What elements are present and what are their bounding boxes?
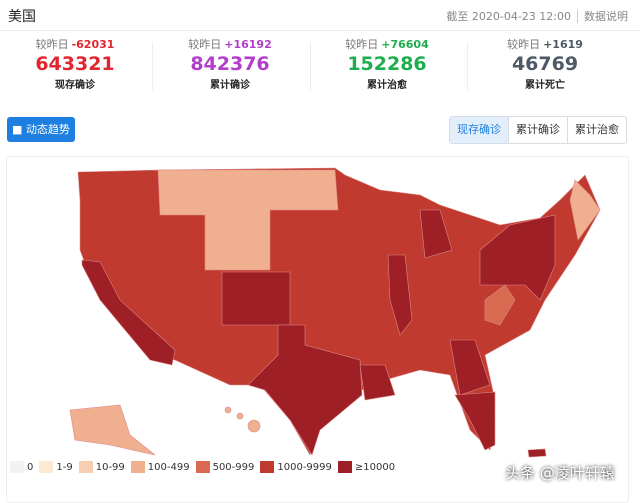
legend-swatch: [39, 461, 54, 473]
region: [527, 448, 547, 458]
tab[interactable]: 现存确诊: [450, 117, 508, 143]
title: 美国: [8, 9, 36, 25]
region: [69, 404, 156, 456]
compare-label: 较昨日: [35, 38, 69, 51]
legend-swatch: [195, 461, 210, 473]
region: [484, 284, 516, 326]
legend-item: 10-99: [78, 461, 125, 473]
tab[interactable]: 累计治愈: [567, 117, 626, 143]
region: [569, 179, 601, 241]
region: [157, 169, 339, 271]
button-label: 动态趋势: [25, 123, 70, 136]
compare: 较昨日 +16192: [155, 36, 305, 52]
divider: [467, 42, 468, 90]
timestamp-bar: 截至 2020-04-23 12:00 数据说明: [446, 8, 628, 24]
legend-label: 100-499: [147, 461, 190, 473]
watermark: 头条 @凌叶轩辕: [505, 464, 615, 482]
trend-button[interactable]: ■ 动态趋势: [7, 117, 75, 142]
region: [224, 406, 232, 414]
region: [479, 214, 556, 301]
compare: 较昨日 +76604: [312, 36, 462, 52]
value: 152286: [347, 53, 427, 75]
compare-label: 较昨日: [188, 38, 222, 51]
legend-item: 100-499: [130, 461, 190, 473]
delta: +16192: [224, 38, 272, 51]
divider: [152, 42, 153, 90]
value: 842376: [190, 53, 270, 75]
region: [81, 259, 176, 366]
delta: +1619: [543, 38, 583, 51]
compare: 较昨日 -62031: [0, 36, 150, 52]
legend-label: 10-99: [95, 461, 125, 473]
legend-item: 1000-9999: [260, 461, 332, 473]
legend-item: 1-9: [39, 461, 73, 473]
legend-swatch: [10, 461, 24, 473]
legend-label: 500-999: [212, 461, 255, 473]
legend-label: ≥10000: [354, 461, 396, 473]
divider: [0, 30, 640, 31]
legend-item: 500-999: [195, 461, 255, 473]
region: [419, 209, 453, 259]
compare-label: 较昨日: [507, 38, 541, 51]
stat-name: 累计治愈: [367, 80, 407, 91]
legend-label: 1000-9999: [277, 461, 332, 473]
stat-name: 累计死亡: [525, 80, 565, 91]
region: [221, 271, 291, 326]
value: 643321: [35, 53, 115, 75]
stat: 较昨日 +76604 152286 累计治愈: [312, 36, 462, 91]
stat: 较昨日 -62031 643321 现存确诊: [0, 36, 150, 91]
stat-name: 现存确诊: [55, 80, 95, 91]
delta: +76604: [381, 38, 429, 51]
stat-name: 累计确诊: [210, 80, 250, 91]
legend-item: 0: [10, 461, 33, 473]
legend-swatch: [260, 461, 275, 473]
legend-label: 1-9: [56, 461, 73, 473]
tabs: 现存确诊 累计确诊 累计治愈: [449, 116, 627, 144]
region: [236, 412, 244, 420]
value: 46769: [511, 53, 579, 75]
region: [387, 254, 413, 336]
timestamp: 截至 2020-04-23 12:00: [446, 10, 571, 23]
region: [454, 391, 496, 451]
tab[interactable]: 累计确诊: [508, 117, 567, 143]
region: [449, 339, 491, 396]
legend-label: 0: [27, 461, 34, 473]
region: [247, 324, 363, 456]
legend-swatch: [337, 461, 352, 473]
stat: 较昨日 +1619 46769 累计死亡: [470, 36, 620, 91]
region: [247, 419, 261, 433]
region: [359, 364, 396, 401]
compare: 较昨日 +1619: [470, 36, 620, 52]
stat: 较昨日 +16192 842376 累计确诊: [155, 36, 305, 91]
divider: [310, 42, 311, 90]
delta: -62031: [71, 38, 115, 51]
legend-swatch: [130, 461, 145, 473]
compare-label: 较昨日: [345, 38, 379, 51]
legend-swatch: [78, 461, 93, 473]
info-link[interactable]: 数据说明: [577, 10, 628, 23]
legend: 0 1-9 10-99 100-499 500-999 1000-9999 ≥10000: [10, 461, 401, 473]
legend-item: ≥10000: [337, 461, 396, 473]
